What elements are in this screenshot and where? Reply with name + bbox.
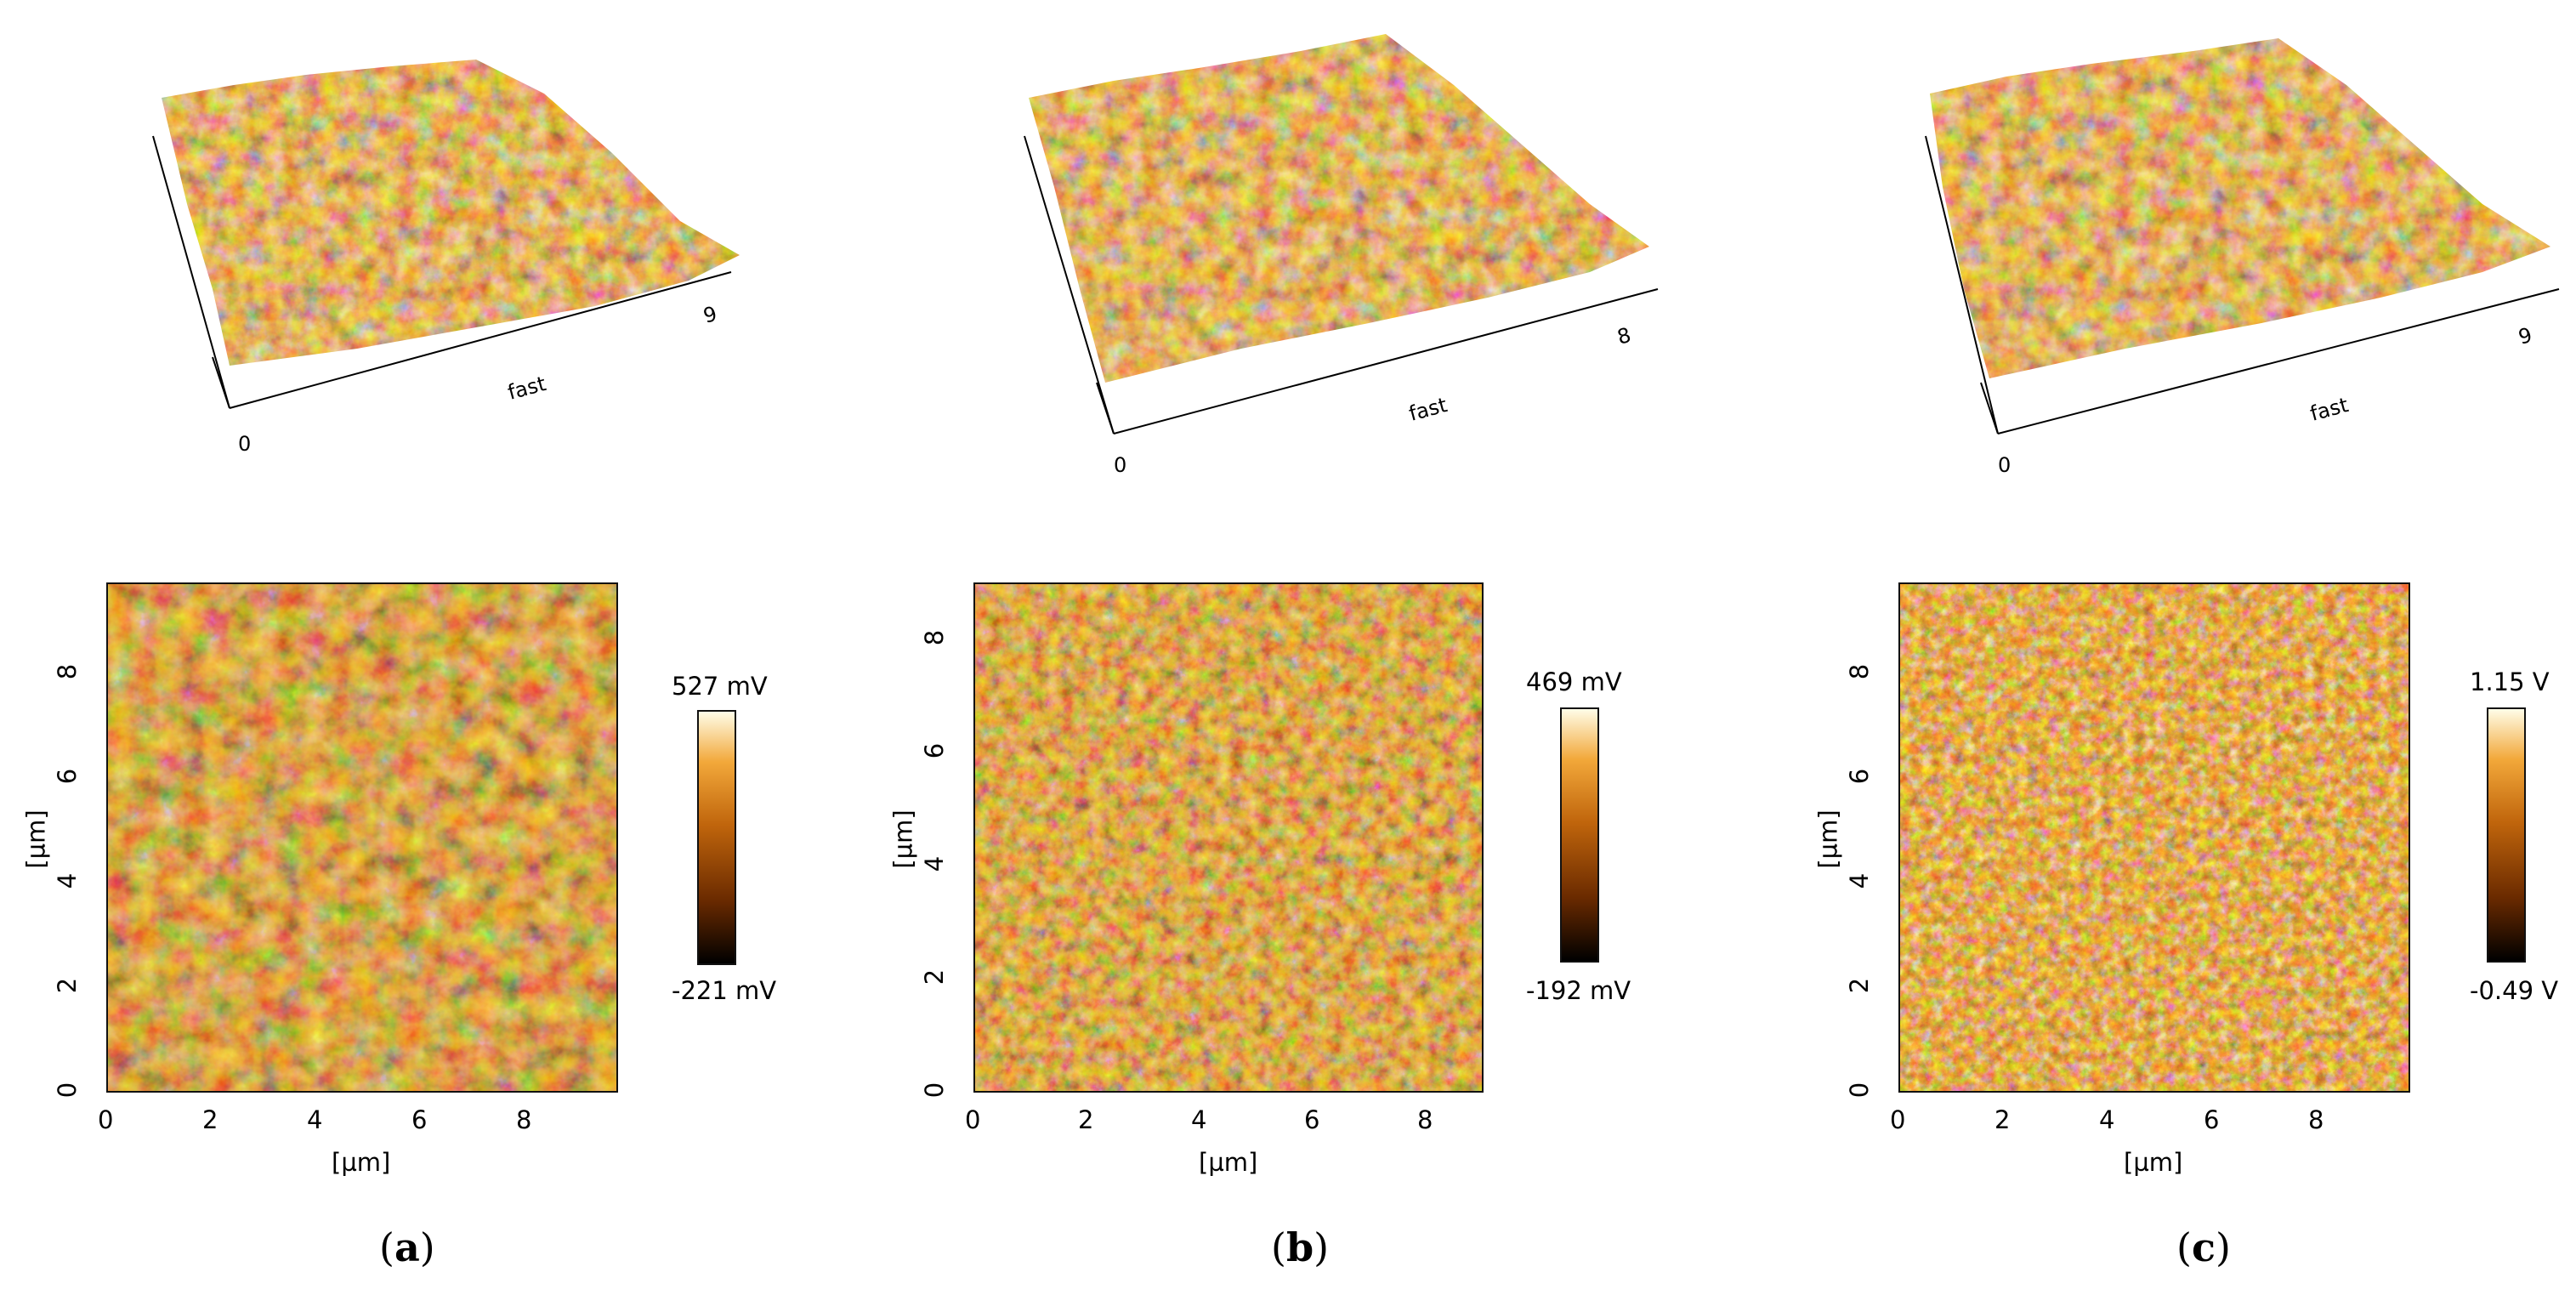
axis-line-z-c [1925, 135, 1999, 435]
x-tick-c-6: 6 [2204, 1105, 2220, 1134]
x-tick-b-4: 4 [1191, 1105, 1207, 1134]
surface-origin-tick-b: 0 [1114, 453, 1126, 477]
colorbar-max-label-b: 469 mV [1526, 667, 1622, 696]
axis-line-fast-a [229, 271, 732, 409]
panel-a: 0 9 fast 0 2 4 6 8 [µm] 0 2 4 6 8 [µm] 5… [0, 0, 859, 1295]
y-tick-a-6: 6 [53, 768, 82, 785]
colorbar-min-label-c: -0.49 V [2470, 976, 2559, 1005]
potential-map-a [106, 582, 618, 1093]
surface-texture-a [162, 60, 740, 366]
surface-origin-tick-a: 0 [238, 432, 251, 456]
potential-map-c [1898, 582, 2410, 1093]
surface-end-tick-a: 9 [701, 302, 719, 328]
surface-texture-c [1930, 38, 2550, 378]
surface-end-tick-c: 9 [2516, 323, 2534, 349]
x-tick-b-2: 2 [1078, 1105, 1094, 1134]
colorbar-min-label-b: -192 mV [1526, 976, 1631, 1005]
surface-3d-plot-b: 0 8 fast [1024, 34, 1659, 477]
surface-texture-b [1029, 34, 1649, 383]
surface-end-tick-b: 8 [1614, 323, 1633, 349]
y-axis-label-a: [µm] [21, 809, 51, 869]
surface-axis-label-a: fast [505, 372, 548, 405]
axis-line-fast-c [1997, 288, 2560, 435]
x-tick-b-0: 0 [965, 1105, 981, 1134]
colorbar-max-label-c: 1.15 V [2470, 667, 2550, 696]
y-tick-b-2: 2 [920, 968, 950, 985]
axis-line-fast-b [1113, 288, 1659, 435]
caption-c: (c) [2176, 1224, 2231, 1270]
x-tick-c-2: 2 [1994, 1105, 2011, 1134]
x-axis-label-c: [µm] [2124, 1148, 2183, 1177]
y-tick-a-4: 4 [53, 872, 82, 889]
colorbar-min-label-a: -221 mV [672, 976, 777, 1005]
colorbar-max-label-a: 527 mV [672, 672, 768, 701]
panel-b: 0 8 fast 0 2 4 6 8 [µm] 0 2 4 6 8 [µm] 4… [859, 0, 1717, 1295]
x-tick-a-4: 4 [307, 1105, 323, 1134]
y-tick-a-2: 2 [53, 977, 82, 994]
colorbar-a [697, 710, 736, 965]
x-tick-c-8: 8 [2308, 1105, 2324, 1134]
y-tick-b-0: 0 [920, 1082, 950, 1099]
surface-axis-label-c: fast [2307, 393, 2351, 426]
x-tick-a-6: 6 [411, 1105, 428, 1134]
y-tick-a-8: 8 [53, 663, 82, 680]
colorbar-b [1560, 707, 1599, 963]
y-tick-c-0: 0 [1845, 1082, 1875, 1099]
caption-a: (a) [379, 1224, 435, 1270]
y-tick-b-8: 8 [920, 629, 950, 646]
panel-c: 0 9 fast 0 2 4 6 8 [µm] 0 2 4 6 8 [µm] 1… [1717, 0, 2576, 1295]
surface-origin-tick-c: 0 [1998, 453, 2011, 477]
x-tick-c-4: 4 [2099, 1105, 2115, 1134]
x-tick-c-0: 0 [1890, 1105, 1906, 1134]
potential-map-b [973, 582, 1484, 1093]
y-tick-c-6: 6 [1845, 768, 1875, 785]
y-tick-c-8: 8 [1845, 663, 1875, 680]
x-tick-a-0: 0 [98, 1105, 114, 1134]
surface-3d-plot-a: 0 9 fast [152, 60, 740, 456]
x-tick-b-8: 8 [1417, 1105, 1433, 1134]
x-tick-a-2: 2 [202, 1105, 218, 1134]
y-tick-b-6: 6 [920, 742, 950, 759]
y-axis-label-b: [µm] [888, 809, 918, 869]
y-tick-c-2: 2 [1845, 977, 1875, 994]
x-tick-b-6: 6 [1304, 1105, 1320, 1134]
y-tick-b-4: 4 [920, 855, 950, 872]
y-tick-a-0: 0 [53, 1082, 82, 1099]
caption-b: (b) [1271, 1224, 1330, 1270]
y-tick-c-4: 4 [1845, 872, 1875, 889]
colorbar-c [2487, 707, 2526, 963]
x-tick-a-8: 8 [516, 1105, 532, 1134]
axis-line-z-a [152, 135, 230, 409]
surface-axis-label-b: fast [1406, 393, 1450, 426]
x-axis-label-b: [µm] [1199, 1148, 1258, 1177]
x-axis-label-a: [µm] [332, 1148, 391, 1177]
y-axis-label-c: [µm] [1813, 809, 1843, 869]
surface-3d-plot-c: 0 9 fast [1925, 38, 2560, 477]
axis-line-z-b [1024, 135, 1115, 435]
